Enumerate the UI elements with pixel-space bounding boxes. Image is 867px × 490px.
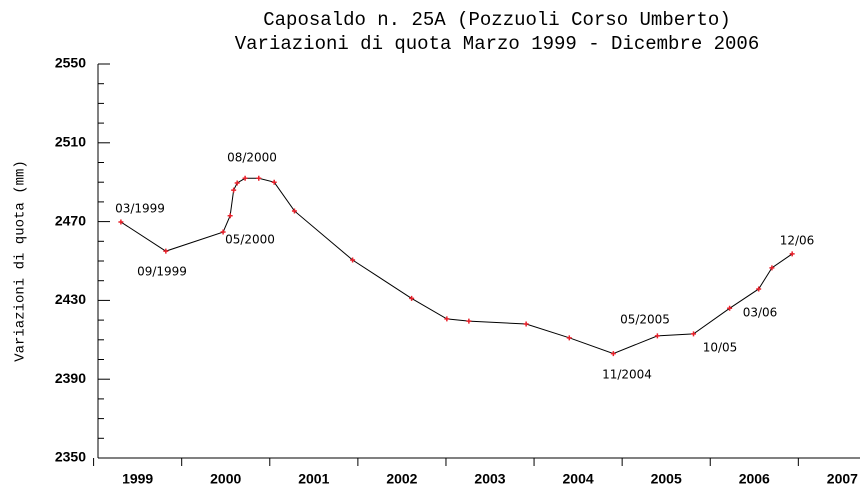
y-tick-label: 2550	[55, 55, 86, 71]
y-tick-label: 2510	[55, 134, 86, 150]
annotation: 12/06	[780, 234, 815, 248]
data-point	[256, 175, 262, 181]
data-point	[231, 187, 237, 193]
y-tick-label: 2430	[55, 291, 86, 307]
y-tick-label: 2350	[55, 449, 86, 465]
y-tick-label: 2470	[55, 212, 86, 228]
y-tick-label: 2390	[55, 370, 86, 386]
data-point	[163, 248, 169, 254]
data-point	[523, 321, 529, 327]
x-tick-label: 2003	[474, 471, 505, 487]
data-point	[227, 213, 233, 219]
data-point	[350, 257, 356, 263]
data-point	[566, 335, 572, 341]
data-point	[789, 251, 795, 257]
data-point	[271, 179, 277, 185]
data-point	[291, 208, 297, 214]
data-point	[234, 180, 240, 186]
data-point	[769, 265, 775, 271]
annotation: 05/2000	[225, 233, 275, 247]
data-point	[727, 305, 733, 311]
annotation: 08/2000	[227, 151, 277, 165]
data-point	[610, 351, 616, 357]
data-point	[220, 229, 226, 235]
chart-subtitle: Variazioni di quota Marzo 1999 - Dicembr…	[235, 33, 760, 55]
annotation: 05/2005	[620, 313, 670, 327]
data-point	[409, 295, 415, 301]
x-tick-label: 2004	[563, 471, 594, 487]
data-point	[654, 333, 660, 339]
x-tick-label: 2002	[386, 471, 417, 487]
data-point	[118, 219, 124, 225]
data-point	[756, 286, 762, 292]
data-point	[691, 331, 697, 337]
x-tick-label: 2000	[210, 471, 241, 487]
data-point	[242, 175, 248, 181]
data-point	[444, 316, 450, 322]
x-tick-label: 2007	[827, 471, 858, 487]
x-tick-label: 2006	[739, 471, 770, 487]
x-tick-label: 2005	[651, 471, 682, 487]
annotation: 03/1999	[115, 202, 165, 216]
chart-title: Caposaldo n. 25A (Pozzuoli Corso Umberto…	[263, 9, 730, 31]
annotation: 09/1999	[137, 265, 187, 279]
annotation: 10/05	[703, 341, 738, 355]
data-line	[120, 177, 793, 355]
x-tick-label: 1999	[122, 471, 153, 487]
data-point	[466, 318, 472, 324]
annotation: 03/06	[743, 306, 778, 320]
annotation: 11/2004	[602, 368, 652, 382]
x-tick-label: 2001	[298, 471, 329, 487]
y-axis-label: Variazioni di quota (mm)	[13, 160, 29, 362]
